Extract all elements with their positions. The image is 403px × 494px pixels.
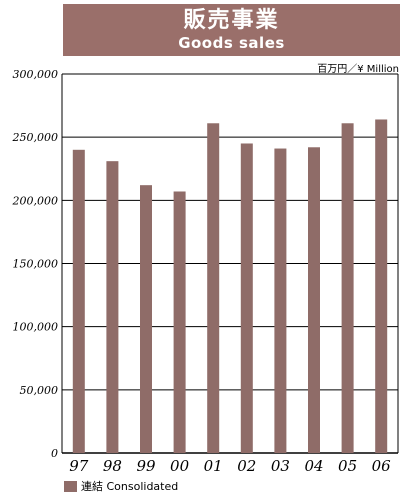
legend-swatch <box>64 480 77 492</box>
bar <box>140 185 152 453</box>
x-tick-label: 06 <box>372 457 392 475</box>
chart-title-ja: 販売事業 <box>183 8 280 33</box>
y-tick-label: 50,000 <box>20 384 59 397</box>
x-tick-label: 05 <box>338 457 357 475</box>
x-tick-label: 00 <box>170 457 190 475</box>
x-tick-label: 01 <box>204 457 223 475</box>
y-tick-label: 250,000 <box>12 131 59 144</box>
y-tick-label: 100,000 <box>13 321 59 334</box>
x-tick-label: 02 <box>237 457 256 475</box>
y-tick-label: 300,000 <box>13 68 59 81</box>
x-tick-label: 99 <box>136 457 156 475</box>
bar <box>207 123 220 454</box>
chart-title-box: 販売事業 Goods sales <box>63 4 400 56</box>
x-tick-label: 04 <box>304 457 323 475</box>
bar <box>308 147 320 454</box>
bar <box>106 161 119 454</box>
bar <box>375 119 388 453</box>
y-tick-label: 0 <box>51 447 58 460</box>
bar <box>341 123 354 454</box>
y-tick-label: 150,000 <box>13 258 59 271</box>
unit-label: 百万円／¥ Million <box>317 64 399 75</box>
legend: 連結 Consolidated <box>64 478 178 494</box>
chart-title-en: Goods sales <box>178 34 285 52</box>
y-tick-label: 200,000 <box>12 194 59 207</box>
bar <box>173 191 186 454</box>
x-tick-label: 03 <box>271 457 290 475</box>
x-tick-label: 97 <box>69 457 89 475</box>
x-tick-label: 98 <box>103 457 122 475</box>
bar <box>72 149 85 454</box>
legend-label: 連結 Consolidated <box>81 480 179 493</box>
bar <box>240 143 253 453</box>
bar <box>274 148 287 453</box>
